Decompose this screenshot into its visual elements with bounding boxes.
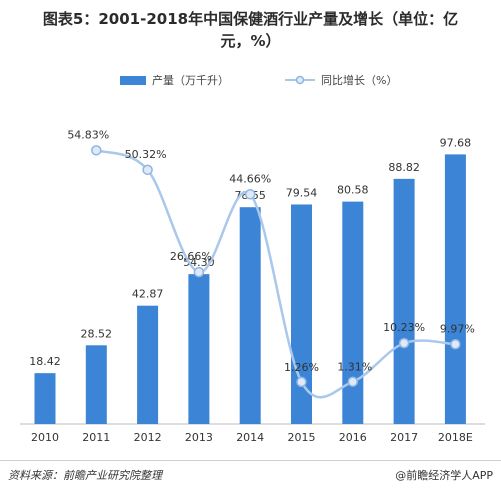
legend-item-line: 同比增长（%）: [285, 72, 397, 88]
bar-value-label-2012: 42.87: [132, 288, 164, 301]
growth-point-2017: [398, 337, 410, 349]
growth-line: [95, 149, 456, 399]
chart-title-line-1: 图表5：2001-2018年中国保健酒行业产量及增长（单位：亿: [42, 10, 459, 28]
growth-label-2015: 1.26%: [284, 361, 319, 374]
chart-title-line-2: 元，%）: [220, 32, 281, 50]
footer-brand: @前瞻经济学人APP: [395, 469, 493, 482]
growth-label-2014: 44.66%: [229, 172, 271, 185]
x-tick-label-2014: 2014: [236, 431, 264, 444]
growth-point-2016: [347, 376, 359, 387]
bar-2013: [188, 274, 210, 424]
bar-2010: [34, 373, 56, 424]
legend-bar-label: 产量（万千升）: [152, 74, 229, 87]
legend-line-label: 同比增长（%）: [321, 74, 398, 87]
bar-2011: [85, 345, 107, 424]
growth-label-2012: 50.32%: [125, 148, 167, 161]
footer-source: 资料来源：前瞻产业研究院整理: [8, 469, 162, 482]
x-tick-label-2016: 2016: [339, 431, 367, 444]
bar-2018E: [444, 154, 466, 424]
bar-value-label-2011: 28.52: [81, 327, 113, 340]
bar-value-label-2017: 88.82: [388, 161, 420, 174]
x-tick-label-2018E: 2018E: [438, 431, 473, 444]
growth-label-2011: 54.83%: [67, 128, 109, 141]
plot-area: 18.42201028.52201142.87201254.30201378.5…: [20, 128, 485, 444]
bar-value-label-2018E: 97.68: [440, 136, 472, 149]
growth-label-2016: 1.31%: [337, 361, 372, 374]
growth-point-2011: [91, 145, 102, 156]
bar-value-label-2015: 79.54: [286, 186, 318, 199]
legend-line-swatch: [285, 75, 315, 85]
footer-divider: [0, 460, 501, 461]
bar-2016: [342, 201, 364, 424]
bar-2017: [393, 178, 415, 424]
x-tick-label-2015: 2015: [288, 431, 316, 444]
growth-label-2013: 26.66%: [170, 250, 212, 263]
x-tick-label-2017: 2017: [390, 431, 418, 444]
bar-value-label-2016: 80.58: [337, 184, 369, 197]
legend-bar-swatch: [120, 75, 146, 85]
bar-2012: [137, 305, 159, 424]
growth-point-2015: [296, 376, 307, 388]
legend-item-bar: 产量（万千升）: [120, 72, 229, 88]
x-tick-label-2010: 2010: [31, 431, 59, 444]
growth-point-2012: [142, 164, 153, 176]
bar-value-label-2010: 18.42: [29, 355, 61, 368]
bar-2014: [239, 207, 261, 424]
growth-label-2017: 10.23%: [383, 321, 425, 334]
x-tick-label-2013: 2013: [185, 431, 213, 444]
growth-point-2014: [244, 189, 256, 200]
growth-point-2013: [193, 266, 205, 278]
legend: 产量（万千升） 同比增长（%）: [0, 72, 501, 90]
growth-point-2018E: [450, 339, 461, 350]
chart-title: 图表5：2001-2018年中国保健酒行业产量及增长（单位：亿 元，%）: [0, 8, 501, 52]
x-tick-label-2011: 2011: [82, 431, 110, 444]
x-tick-label-2012: 2012: [134, 431, 162, 444]
growth-label-2018E: 9.97%: [440, 322, 475, 335]
